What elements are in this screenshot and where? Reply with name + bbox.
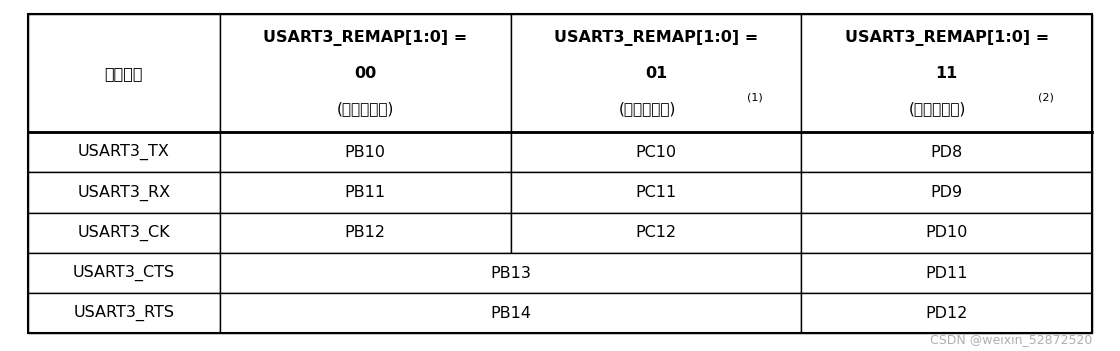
Bar	[220, 253, 801, 293]
Bar	[28, 213, 220, 253]
Bar	[801, 253, 1092, 293]
Bar	[220, 14, 511, 132]
Text: PC11: PC11	[635, 185, 676, 200]
Text: PD12: PD12	[925, 306, 968, 321]
Text: PB12: PB12	[345, 225, 385, 240]
Bar	[220, 293, 801, 333]
Bar	[511, 172, 801, 213]
Bar	[801, 172, 1092, 213]
Bar	[220, 213, 511, 253]
Text: USART3_TX: USART3_TX	[78, 144, 170, 160]
Text: (1): (1)	[747, 93, 763, 103]
Text: PD11: PD11	[925, 266, 968, 280]
Bar	[801, 293, 1092, 333]
Text: USART3_REMAP[1:0] =: USART3_REMAP[1:0] =	[844, 30, 1048, 46]
Text: USART3_RTS: USART3_RTS	[74, 305, 175, 322]
Text: PD10: PD10	[925, 225, 968, 240]
Bar	[28, 172, 220, 213]
Text: 00: 00	[354, 66, 376, 81]
Text: USART3_RX: USART3_RX	[77, 185, 170, 201]
Text: CSDN @weixin_52872520: CSDN @weixin_52872520	[930, 333, 1092, 346]
Bar	[28, 14, 220, 132]
Bar	[801, 14, 1092, 132]
Text: PB11: PB11	[345, 185, 386, 200]
Bar	[28, 293, 220, 333]
Text: (完全重映像): (完全重映像)	[909, 101, 967, 116]
Text: PC12: PC12	[635, 225, 676, 240]
Text: 11: 11	[935, 66, 958, 81]
Text: USART3_CTS: USART3_CTS	[73, 265, 175, 281]
Bar	[801, 213, 1092, 253]
Bar	[220, 132, 511, 172]
Bar	[28, 132, 220, 172]
Text: USART3_REMAP[1:0] =: USART3_REMAP[1:0] =	[263, 30, 467, 46]
Text: (没有重映像): (没有重映像)	[337, 101, 394, 116]
Text: PC10: PC10	[635, 145, 676, 160]
Bar	[511, 14, 801, 132]
Text: PB10: PB10	[345, 145, 385, 160]
Text: PD9: PD9	[931, 185, 963, 200]
Text: (部分重映像): (部分重映像)	[618, 101, 675, 116]
Text: USART3_REMAP[1:0] =: USART3_REMAP[1:0] =	[554, 30, 758, 46]
Bar	[28, 253, 220, 293]
Text: USART3_CK: USART3_CK	[77, 225, 170, 241]
Text: (2): (2)	[1037, 93, 1054, 103]
Text: PB13: PB13	[491, 266, 531, 280]
Text: PD8: PD8	[931, 145, 963, 160]
Bar	[511, 132, 801, 172]
Bar	[511, 213, 801, 253]
Bar	[220, 172, 511, 213]
Text: 复用功能: 复用功能	[105, 66, 143, 81]
Text: 01: 01	[645, 66, 668, 81]
Bar	[801, 132, 1092, 172]
Text: PB14: PB14	[491, 306, 531, 321]
